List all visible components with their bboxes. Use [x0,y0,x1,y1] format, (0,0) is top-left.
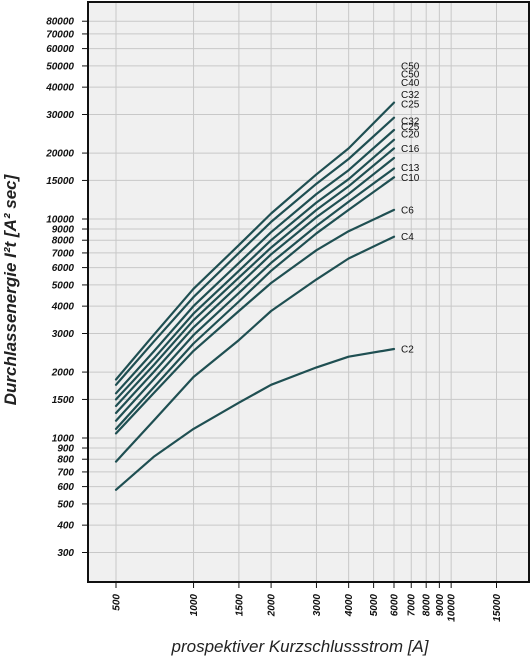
y-tick-label: 400 [56,521,74,532]
y-tick-label: 7000 [52,248,75,259]
series-line-c16 [114,156,396,415]
y-tick-label: 20000 [45,149,74,160]
curve-label: C50 [401,61,420,72]
series-line-c10 [114,176,396,430]
series-line-c20 [114,147,396,408]
y-tick-label: 1000 [52,434,75,445]
x-tick-label: 2000 [267,594,278,618]
series-line-c4 [114,235,396,463]
x-tick-label: 8000 [422,594,433,617]
y-tick-label: 80000 [46,17,74,28]
plot-border [87,1,530,583]
y-tick-label: 2000 [51,368,75,379]
x-tick-label: 6000 [390,594,401,617]
y-tick-label: 50000 [46,61,74,72]
y-tick-label: 8000 [52,236,75,247]
curve-label: C25 [401,122,420,133]
y-axis-title: Durchlassenergie I²t [A² sec] [1,173,20,405]
curve-label: C2 [401,344,414,355]
curve-label: C4 [401,232,414,243]
y-tick-label: 60000 [46,44,74,55]
x-tick-label: 15000 [492,594,503,622]
series-line-c32 [114,128,396,395]
series-line-c40 [114,116,396,386]
y-tick-label: 30000 [46,110,74,121]
y-tick-label: 4000 [51,302,75,313]
curve-label: C32 [401,90,420,101]
series-line-c13 [114,167,396,422]
x-tick-label: 5000 [369,594,380,617]
y-tick-label: 800 [57,455,74,466]
x-tick-label: 9000 [435,594,446,617]
y-tick-label: 9000 [52,225,75,236]
series-line-c2 [114,347,396,491]
curve-label: C50 [401,69,420,80]
curve-label: C16 [401,144,420,155]
series-line-c25 [114,138,396,401]
x-tick-label: 500 [112,594,123,611]
x-tick-label: 10000 [447,594,458,622]
x-axis-title: prospektiver Kurzschlussstrom [A] [171,637,430,656]
curve-label: C10 [401,173,420,184]
y-tick-label: 5000 [52,280,75,291]
y-tick-label: 1500 [52,395,75,406]
series-line-c6 [114,208,396,435]
y-tick-label: 40000 [45,83,74,94]
series-lines [114,101,396,491]
y-tick-label: 700 [57,467,74,478]
curve-label: C40 [401,78,420,89]
curve-label: C32 [401,117,420,128]
y-tick-label: 600 [57,482,74,493]
y-tick-label: 10000 [46,215,74,226]
series-line-c50 [114,101,396,381]
curve-label: C6 [401,205,414,216]
x-tick-label: 4000 [344,594,355,618]
y-tick-label: 6000 [52,263,75,274]
y-tick-label: 70000 [46,29,74,40]
x-tick-label: 3000 [312,594,323,617]
curve-label: C20 [401,129,420,140]
curve-label: C25 [401,100,420,111]
y-tick-label: 3000 [52,329,75,340]
y-tick-label: 300 [57,548,74,559]
x-axis-ticks: 500 1000 1500 2000 3000 4000 5000 6000 7000 8000 9… [112,582,503,622]
x-tick-label: 1000 [189,594,200,617]
x-tick-label: 1500 [234,594,245,617]
curve-label: C13 [401,163,420,174]
plot-area [88,2,529,582]
y-tick-label: 15000 [46,176,74,187]
y-tick-label: 500 [57,499,74,510]
x-tick-label: 7000 [407,594,418,617]
y-tick-label: 900 [57,444,74,455]
